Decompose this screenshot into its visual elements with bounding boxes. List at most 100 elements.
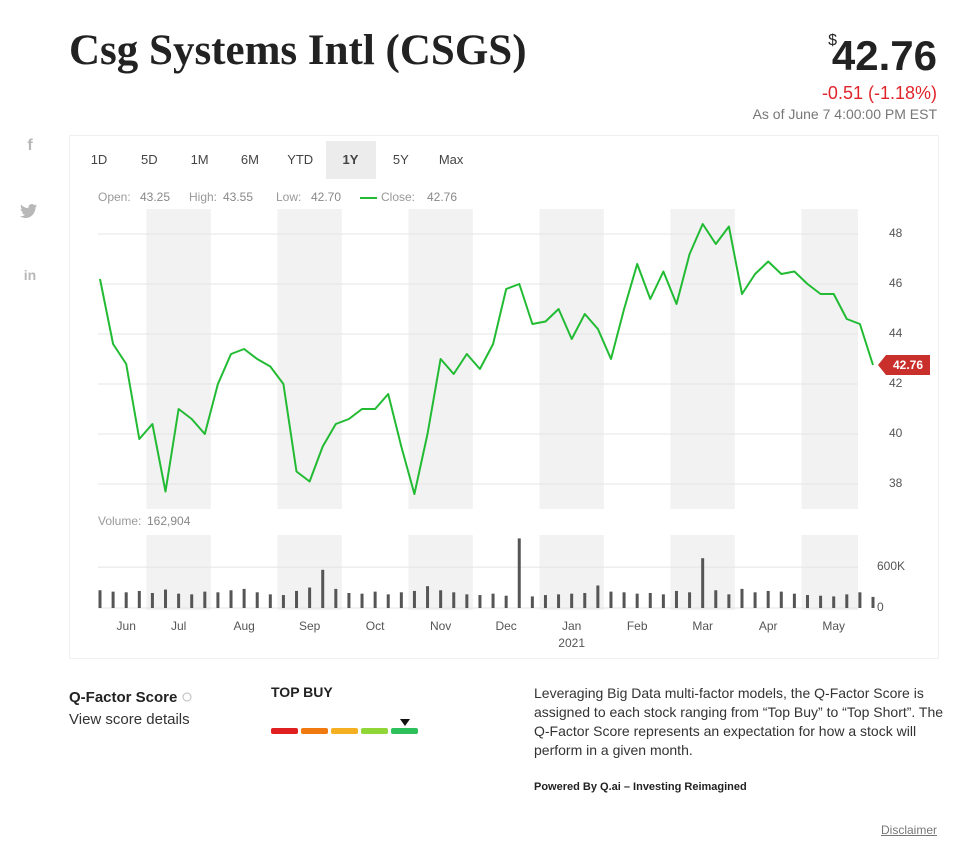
info-icon[interactable] — [182, 692, 192, 702]
volume-bar — [334, 588, 338, 608]
volume-bar — [268, 594, 272, 608]
facebook-icon[interactable]: f — [27, 137, 33, 154]
volume-bar — [412, 590, 416, 608]
x-tick-label: Nov — [430, 619, 451, 633]
volume-bar — [111, 591, 115, 608]
volume-bar — [622, 592, 626, 608]
qfactor-description: Leveraging Big Data multi-factor models,… — [534, 685, 944, 758]
range-button[interactable]: 1D — [90, 152, 108, 167]
volume-bar — [543, 595, 547, 608]
volume-bar — [98, 590, 102, 608]
volume-bar — [426, 586, 430, 608]
scale-segment — [331, 728, 358, 734]
volume-label: Volume: — [98, 514, 141, 528]
volume-bar — [858, 592, 862, 608]
range-button[interactable]: 1Y — [325, 141, 376, 179]
disclaimer-link[interactable]: Disclaimer — [880, 823, 937, 837]
x-tick-label: Jul — [171, 619, 186, 633]
volume-bar — [805, 595, 809, 608]
volume-bar — [373, 591, 377, 608]
volume-bar — [701, 558, 705, 608]
ohlc-label: High: — [189, 190, 217, 204]
month-band — [277, 209, 342, 509]
volume-bar — [845, 594, 849, 608]
linkedin-icon[interactable]: in — [23, 267, 37, 283]
volume-bar — [635, 593, 639, 608]
currency: $ — [828, 32, 837, 49]
x-tick-label: Oct — [366, 619, 385, 633]
price-change: -0.51 (-1.18%) — [821, 83, 937, 103]
scale-segment — [271, 728, 298, 734]
stock-title: Csg Systems Intl (CSGS) — [69, 27, 527, 74]
y-tick-label: 48 — [889, 226, 903, 240]
scale-segment — [361, 728, 388, 734]
ohlc-label: Open: — [98, 190, 131, 204]
qfactor-scale — [271, 719, 418, 734]
volume-bar — [439, 590, 443, 608]
volume-bar — [399, 592, 403, 608]
price-line — [99, 223, 874, 495]
x-tick-label: May — [822, 619, 845, 633]
x-tick-label-line: Jan — [562, 619, 581, 633]
volume-bar — [124, 592, 128, 608]
range-button[interactable]: 5Y — [392, 152, 409, 167]
volume-bar — [596, 585, 600, 608]
range-button[interactable]: 5D — [140, 152, 158, 167]
volume-bar — [871, 596, 875, 608]
qfactor-rating: TOP BUY — [271, 684, 333, 700]
qfactor-name-text: Q-Factor Score — [69, 689, 178, 706]
volume-bar — [674, 590, 678, 608]
x-tick-label: Dec — [495, 619, 516, 633]
volume-bar — [295, 590, 299, 608]
twitter-icon[interactable] — [20, 203, 38, 219]
volume-bar — [648, 592, 652, 608]
month-band — [801, 209, 858, 509]
volume-bar — [661, 594, 665, 608]
x-tick-label: Feb — [627, 619, 648, 633]
volume-bar — [727, 594, 731, 608]
range-button[interactable]: 1M — [190, 152, 209, 167]
volume-bar — [190, 594, 194, 608]
ohlc-value: 43.55 — [223, 190, 253, 204]
volume-bar — [203, 591, 207, 608]
volume-bar — [321, 569, 325, 608]
volume-bar — [832, 596, 836, 608]
volume-bar — [766, 590, 770, 608]
range-button[interactable]: 6M — [240, 152, 259, 167]
qfactor-powered-by: Powered By Q.ai – Investing Reimagined — [534, 781, 747, 793]
volume-bar — [452, 592, 456, 608]
range-button[interactable]: Max — [438, 152, 464, 167]
y-tick-label: 38 — [889, 476, 903, 490]
volume-value: 162,904 — [147, 514, 191, 528]
month-band — [146, 209, 211, 509]
volume-bar — [819, 595, 823, 608]
volume-bar — [308, 587, 312, 608]
x-tick-label: Sep — [299, 619, 321, 633]
volume-bar — [688, 592, 692, 608]
qfactor-details-link[interactable]: View score details — [69, 711, 190, 728]
month-band — [801, 535, 858, 610]
qfactor-name: Q-Factor Score — [69, 689, 192, 706]
volume-bar — [504, 595, 508, 608]
x-tick-label: Jan 2021 — [558, 619, 585, 650]
range-button[interactable]: YTD — [287, 152, 314, 167]
y-tick-label: 600K — [877, 559, 905, 573]
as-of: As of June 7 4:00:00 PM EST — [752, 106, 937, 122]
volume-bar — [740, 588, 744, 608]
volume-bar — [347, 592, 351, 608]
volume-bar — [609, 591, 613, 608]
volume-bar — [491, 593, 495, 608]
volume-bar — [465, 594, 469, 608]
volume-bar — [478, 595, 482, 608]
y-tick-label: 44 — [889, 326, 903, 340]
y-tick-label: 0 — [877, 600, 884, 614]
y-tick-label: 40 — [889, 426, 903, 440]
chart-card — [69, 135, 939, 659]
close-value: 42.76 — [427, 190, 457, 204]
volume-bar — [570, 593, 574, 608]
volume-bar — [753, 592, 757, 608]
scale-marker — [400, 719, 410, 726]
month-band — [670, 209, 735, 509]
